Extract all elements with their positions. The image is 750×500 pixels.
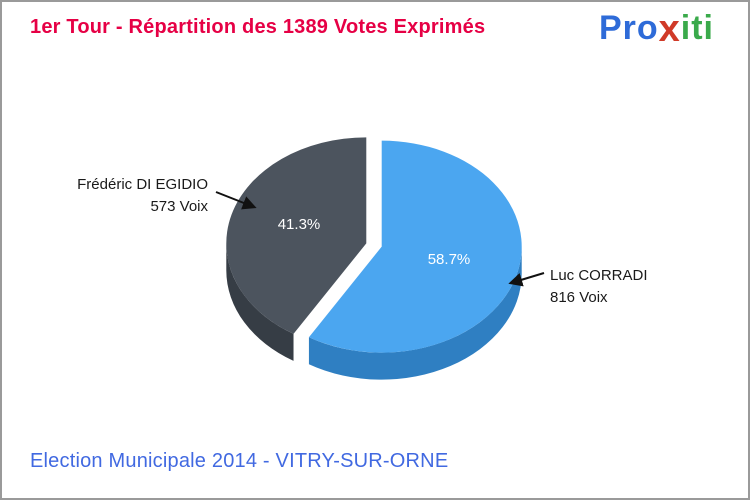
pie-slice-top-1 <box>226 137 367 334</box>
pie-slices-group <box>226 137 522 380</box>
candidate-name: Frédéric DI EGIDIO <box>77 176 208 193</box>
pct-label-corradi: 58.7% <box>427 251 471 268</box>
pct-label-di-egidio: 41.3% <box>277 216 321 233</box>
footer-election-title: Election Municipale 2014 - VITRY-SUR-ORN… <box>30 450 449 472</box>
candidate-votes: 573 Voix <box>150 198 208 215</box>
pie-slice-side-0 <box>308 246 522 380</box>
pie-slice-top-0 <box>308 140 522 353</box>
logo-text-iti: iti <box>680 9 714 47</box>
callout-label-di-egidio: Frédéric DI EGIDIO 573 Voix <box>77 174 208 218</box>
proxiti-logo[interactable]: Proxiti <box>598 6 714 50</box>
callout-line-di-egidio <box>215 191 257 210</box>
callout-line-corradi <box>508 272 545 287</box>
candidate-name: Luc CORRADI <box>550 267 648 284</box>
logo-text-x: x <box>658 8 681 50</box>
chart-title: 1er Tour - Répartition des 1389 Votes Ex… <box>30 16 486 38</box>
callout-label-corradi: Luc CORRADI 816 Voix <box>550 265 648 309</box>
logo-text-pro: Pro <box>598 9 659 47</box>
candidate-votes: 816 Voix <box>550 289 608 306</box>
pie-slice-side-1 <box>226 243 294 361</box>
